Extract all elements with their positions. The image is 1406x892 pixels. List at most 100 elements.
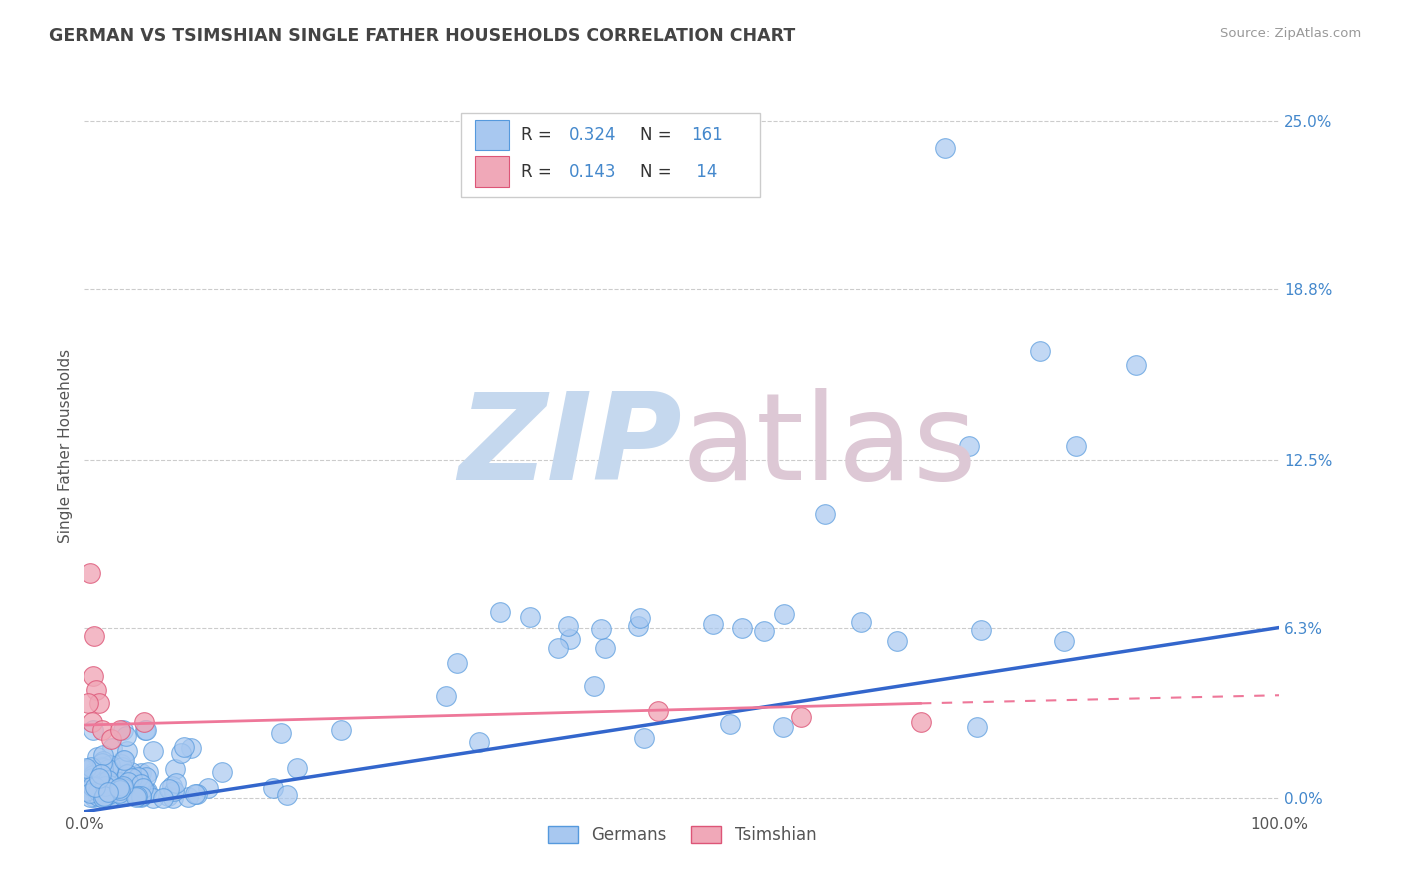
Point bbox=[98, 791, 121, 805]
Point bbox=[790, 710, 813, 724]
Point bbox=[91, 754, 114, 768]
Point bbox=[107, 786, 129, 800]
Point bbox=[633, 731, 655, 745]
Point bbox=[98, 758, 121, 772]
Point bbox=[121, 780, 143, 794]
Point bbox=[111, 759, 134, 773]
Point bbox=[111, 723, 134, 738]
Point bbox=[112, 789, 135, 804]
Point bbox=[117, 775, 139, 789]
Point bbox=[135, 785, 157, 799]
Point bbox=[91, 748, 114, 763]
Point bbox=[84, 780, 107, 794]
Point bbox=[111, 780, 134, 795]
Text: Source: ZipAtlas.com: Source: ZipAtlas.com bbox=[1220, 27, 1361, 40]
Point bbox=[589, 623, 612, 637]
Point bbox=[702, 616, 724, 631]
Point bbox=[125, 789, 148, 804]
Point bbox=[558, 632, 581, 646]
Point bbox=[162, 790, 184, 805]
Point bbox=[934, 141, 956, 155]
Point bbox=[754, 624, 776, 639]
Point bbox=[91, 791, 114, 805]
Point bbox=[108, 783, 131, 797]
Point bbox=[117, 744, 139, 758]
Point bbox=[80, 760, 103, 774]
Point bbox=[772, 720, 794, 734]
Point bbox=[814, 507, 837, 521]
Legend: Germans, Tsimshian: Germans, Tsimshian bbox=[541, 820, 823, 851]
Point bbox=[1029, 344, 1052, 359]
Point bbox=[186, 787, 208, 801]
Text: R =: R = bbox=[520, 162, 557, 181]
Text: GERMAN VS TSIMSHIAN SINGLE FATHER HOUSEHOLDS CORRELATION CHART: GERMAN VS TSIMSHIAN SINGLE FATHER HOUSEH… bbox=[49, 27, 796, 45]
Point bbox=[89, 788, 111, 802]
Point bbox=[83, 629, 105, 643]
Point bbox=[519, 609, 541, 624]
Point bbox=[129, 789, 152, 804]
Point bbox=[87, 771, 110, 785]
Point bbox=[82, 723, 104, 738]
Point bbox=[79, 786, 101, 800]
Point bbox=[127, 787, 149, 801]
Point bbox=[79, 775, 101, 789]
Point bbox=[211, 764, 233, 779]
Point bbox=[1125, 358, 1147, 372]
Point bbox=[83, 790, 105, 805]
Point bbox=[731, 620, 754, 634]
Point bbox=[135, 784, 157, 798]
Point bbox=[75, 761, 97, 775]
Point bbox=[83, 779, 105, 793]
Point bbox=[97, 772, 120, 787]
Point bbox=[108, 781, 131, 796]
Point bbox=[79, 789, 101, 804]
Point bbox=[100, 731, 122, 746]
Point bbox=[97, 778, 120, 792]
Point bbox=[117, 787, 139, 801]
Point bbox=[77, 697, 100, 711]
Point bbox=[132, 780, 155, 795]
Point bbox=[93, 789, 115, 804]
Point bbox=[111, 753, 134, 767]
Point bbox=[184, 787, 207, 801]
Point bbox=[169, 746, 191, 760]
Point bbox=[115, 767, 138, 781]
Point bbox=[121, 771, 143, 785]
Point bbox=[1053, 634, 1076, 648]
Point bbox=[434, 689, 457, 703]
Point bbox=[94, 786, 117, 800]
Point bbox=[129, 777, 152, 791]
Point bbox=[94, 788, 117, 802]
Text: 0.324: 0.324 bbox=[568, 126, 616, 145]
Point bbox=[82, 780, 104, 794]
Point bbox=[97, 762, 120, 776]
Point bbox=[647, 705, 669, 719]
FancyBboxPatch shape bbox=[461, 113, 759, 197]
Point bbox=[957, 439, 980, 453]
Point bbox=[773, 607, 796, 622]
Point bbox=[91, 759, 114, 773]
Point bbox=[87, 789, 110, 803]
Point bbox=[90, 767, 112, 781]
Point bbox=[129, 790, 152, 805]
Point bbox=[135, 771, 157, 785]
Point bbox=[285, 761, 308, 775]
Point bbox=[910, 715, 932, 730]
Point bbox=[157, 782, 180, 797]
Point bbox=[152, 790, 174, 805]
Point bbox=[105, 789, 128, 804]
Point bbox=[97, 785, 120, 799]
Text: 161: 161 bbox=[692, 126, 723, 145]
Point bbox=[468, 735, 491, 749]
Point bbox=[718, 716, 741, 731]
Point bbox=[77, 780, 100, 795]
Point bbox=[75, 764, 97, 778]
Point bbox=[163, 763, 186, 777]
Point bbox=[163, 784, 186, 798]
Point bbox=[86, 682, 108, 697]
Point bbox=[77, 776, 100, 790]
Point bbox=[110, 768, 132, 782]
Point bbox=[97, 776, 120, 790]
Point bbox=[330, 723, 353, 738]
Point bbox=[1066, 439, 1088, 453]
